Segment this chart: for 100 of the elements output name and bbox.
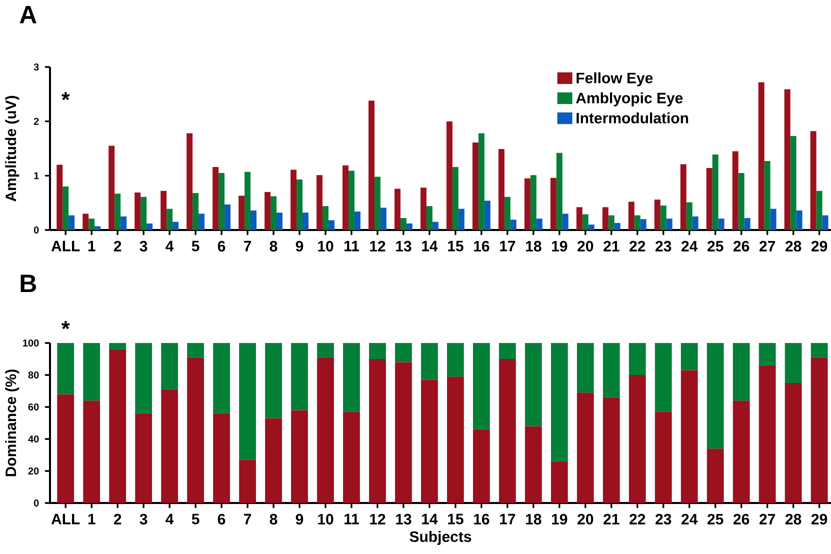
- bar: [187, 343, 204, 358]
- bar: [447, 343, 464, 377]
- x-tick-label: 25: [708, 240, 724, 252]
- bar: [634, 215, 640, 230]
- bar: [368, 100, 374, 230]
- y-axis-title: Dominance (%): [5, 370, 20, 476]
- x-tick-label: 17: [500, 514, 516, 524]
- bar: [83, 400, 100, 504]
- bar: [810, 357, 828, 504]
- bar: [628, 343, 646, 375]
- bar: [536, 218, 542, 230]
- legend-label: Fellow Eye: [576, 72, 653, 86]
- bar: [114, 194, 121, 230]
- x-tick-label: 5: [192, 514, 200, 524]
- bar: [706, 168, 712, 230]
- bar: [420, 188, 426, 230]
- bar: [706, 343, 724, 449]
- bar: [550, 178, 556, 230]
- x-tick-label: 13: [396, 514, 412, 525]
- bar: [264, 192, 271, 230]
- x-tick-label: 29: [811, 514, 828, 525]
- bar: [810, 131, 816, 230]
- bar: [161, 389, 178, 504]
- bar: [421, 380, 438, 504]
- bar: [160, 190, 167, 230]
- y-tick-label: 0: [34, 499, 39, 507]
- bar: [718, 218, 724, 230]
- bar: [186, 133, 193, 230]
- x-tick-label: 19: [552, 240, 568, 252]
- bar: [524, 178, 530, 230]
- bar: [640, 219, 646, 230]
- bar: [56, 164, 63, 230]
- bar: [498, 343, 516, 359]
- bar: [524, 343, 542, 426]
- bar: [343, 412, 360, 504]
- bar: [198, 214, 205, 230]
- bar: [614, 222, 620, 230]
- bar: [472, 343, 490, 430]
- bar: [421, 343, 438, 380]
- x-tick-label: 18: [526, 240, 542, 252]
- bar: [354, 212, 360, 230]
- bar: [296, 179, 302, 230]
- bar: [680, 370, 698, 504]
- bar: [602, 343, 620, 398]
- y-tick-label: 1: [34, 172, 39, 180]
- bar: [478, 133, 484, 230]
- x-tick-label: 16: [474, 240, 490, 252]
- x-tick-label: 11: [344, 514, 359, 524]
- y-tick-label: 100: [23, 339, 39, 347]
- bar: [770, 208, 776, 230]
- annotation: *: [61, 92, 70, 100]
- x-tick-label: 2: [114, 240, 122, 252]
- bar: [328, 220, 334, 230]
- bar: [369, 343, 386, 359]
- legend-label: Amblyopic Eye: [576, 92, 683, 106]
- x-tick-label: 23: [656, 240, 672, 252]
- x-tick-label: 10: [318, 240, 334, 252]
- bar: [758, 365, 776, 504]
- bar: [224, 204, 230, 230]
- bar: [764, 160, 770, 230]
- bar: [343, 343, 360, 412]
- bar: [498, 149, 504, 230]
- bar: [317, 357, 334, 504]
- x-tick-label: ALL: [51, 240, 80, 252]
- bar: [213, 413, 230, 504]
- bar: [213, 343, 230, 414]
- bar: [291, 343, 308, 410]
- legend-label: Intermodulation: [576, 112, 688, 124]
- bar: [732, 343, 750, 401]
- bar: [400, 218, 406, 230]
- x-tick-label: 28: [786, 514, 802, 525]
- x-tick-label: 7: [244, 240, 252, 252]
- bar: [680, 343, 698, 370]
- bar: [654, 343, 672, 412]
- x-tick-label: 21: [604, 240, 620, 252]
- bar: [265, 343, 282, 418]
- x-tick-label: 22: [630, 514, 646, 524]
- x-tick-label: 5: [192, 240, 200, 252]
- bar: [822, 215, 828, 230]
- x-tick-label: 10: [318, 514, 334, 525]
- bar: [317, 343, 334, 358]
- bar: [302, 212, 308, 230]
- bar: [120, 216, 127, 230]
- bar: [602, 207, 608, 230]
- x-tick-label: 1: [88, 514, 96, 524]
- x-tick-label: 24: [682, 240, 698, 252]
- bar: [498, 359, 516, 504]
- y-tick-label: 20: [28, 467, 39, 475]
- bar: [239, 460, 256, 504]
- x-tick-label: 9: [296, 240, 304, 252]
- x-tick-label: 23: [656, 514, 672, 525]
- bar: [576, 343, 594, 393]
- bar: [446, 121, 452, 230]
- bar: [458, 208, 464, 230]
- bar: [608, 215, 614, 230]
- x-tick-label: 1: [88, 240, 96, 252]
- x-tick-label: 27: [760, 514, 776, 524]
- bar: [738, 172, 744, 230]
- x-tick-label: 18: [526, 514, 542, 525]
- x-tick-label: 20: [578, 240, 594, 252]
